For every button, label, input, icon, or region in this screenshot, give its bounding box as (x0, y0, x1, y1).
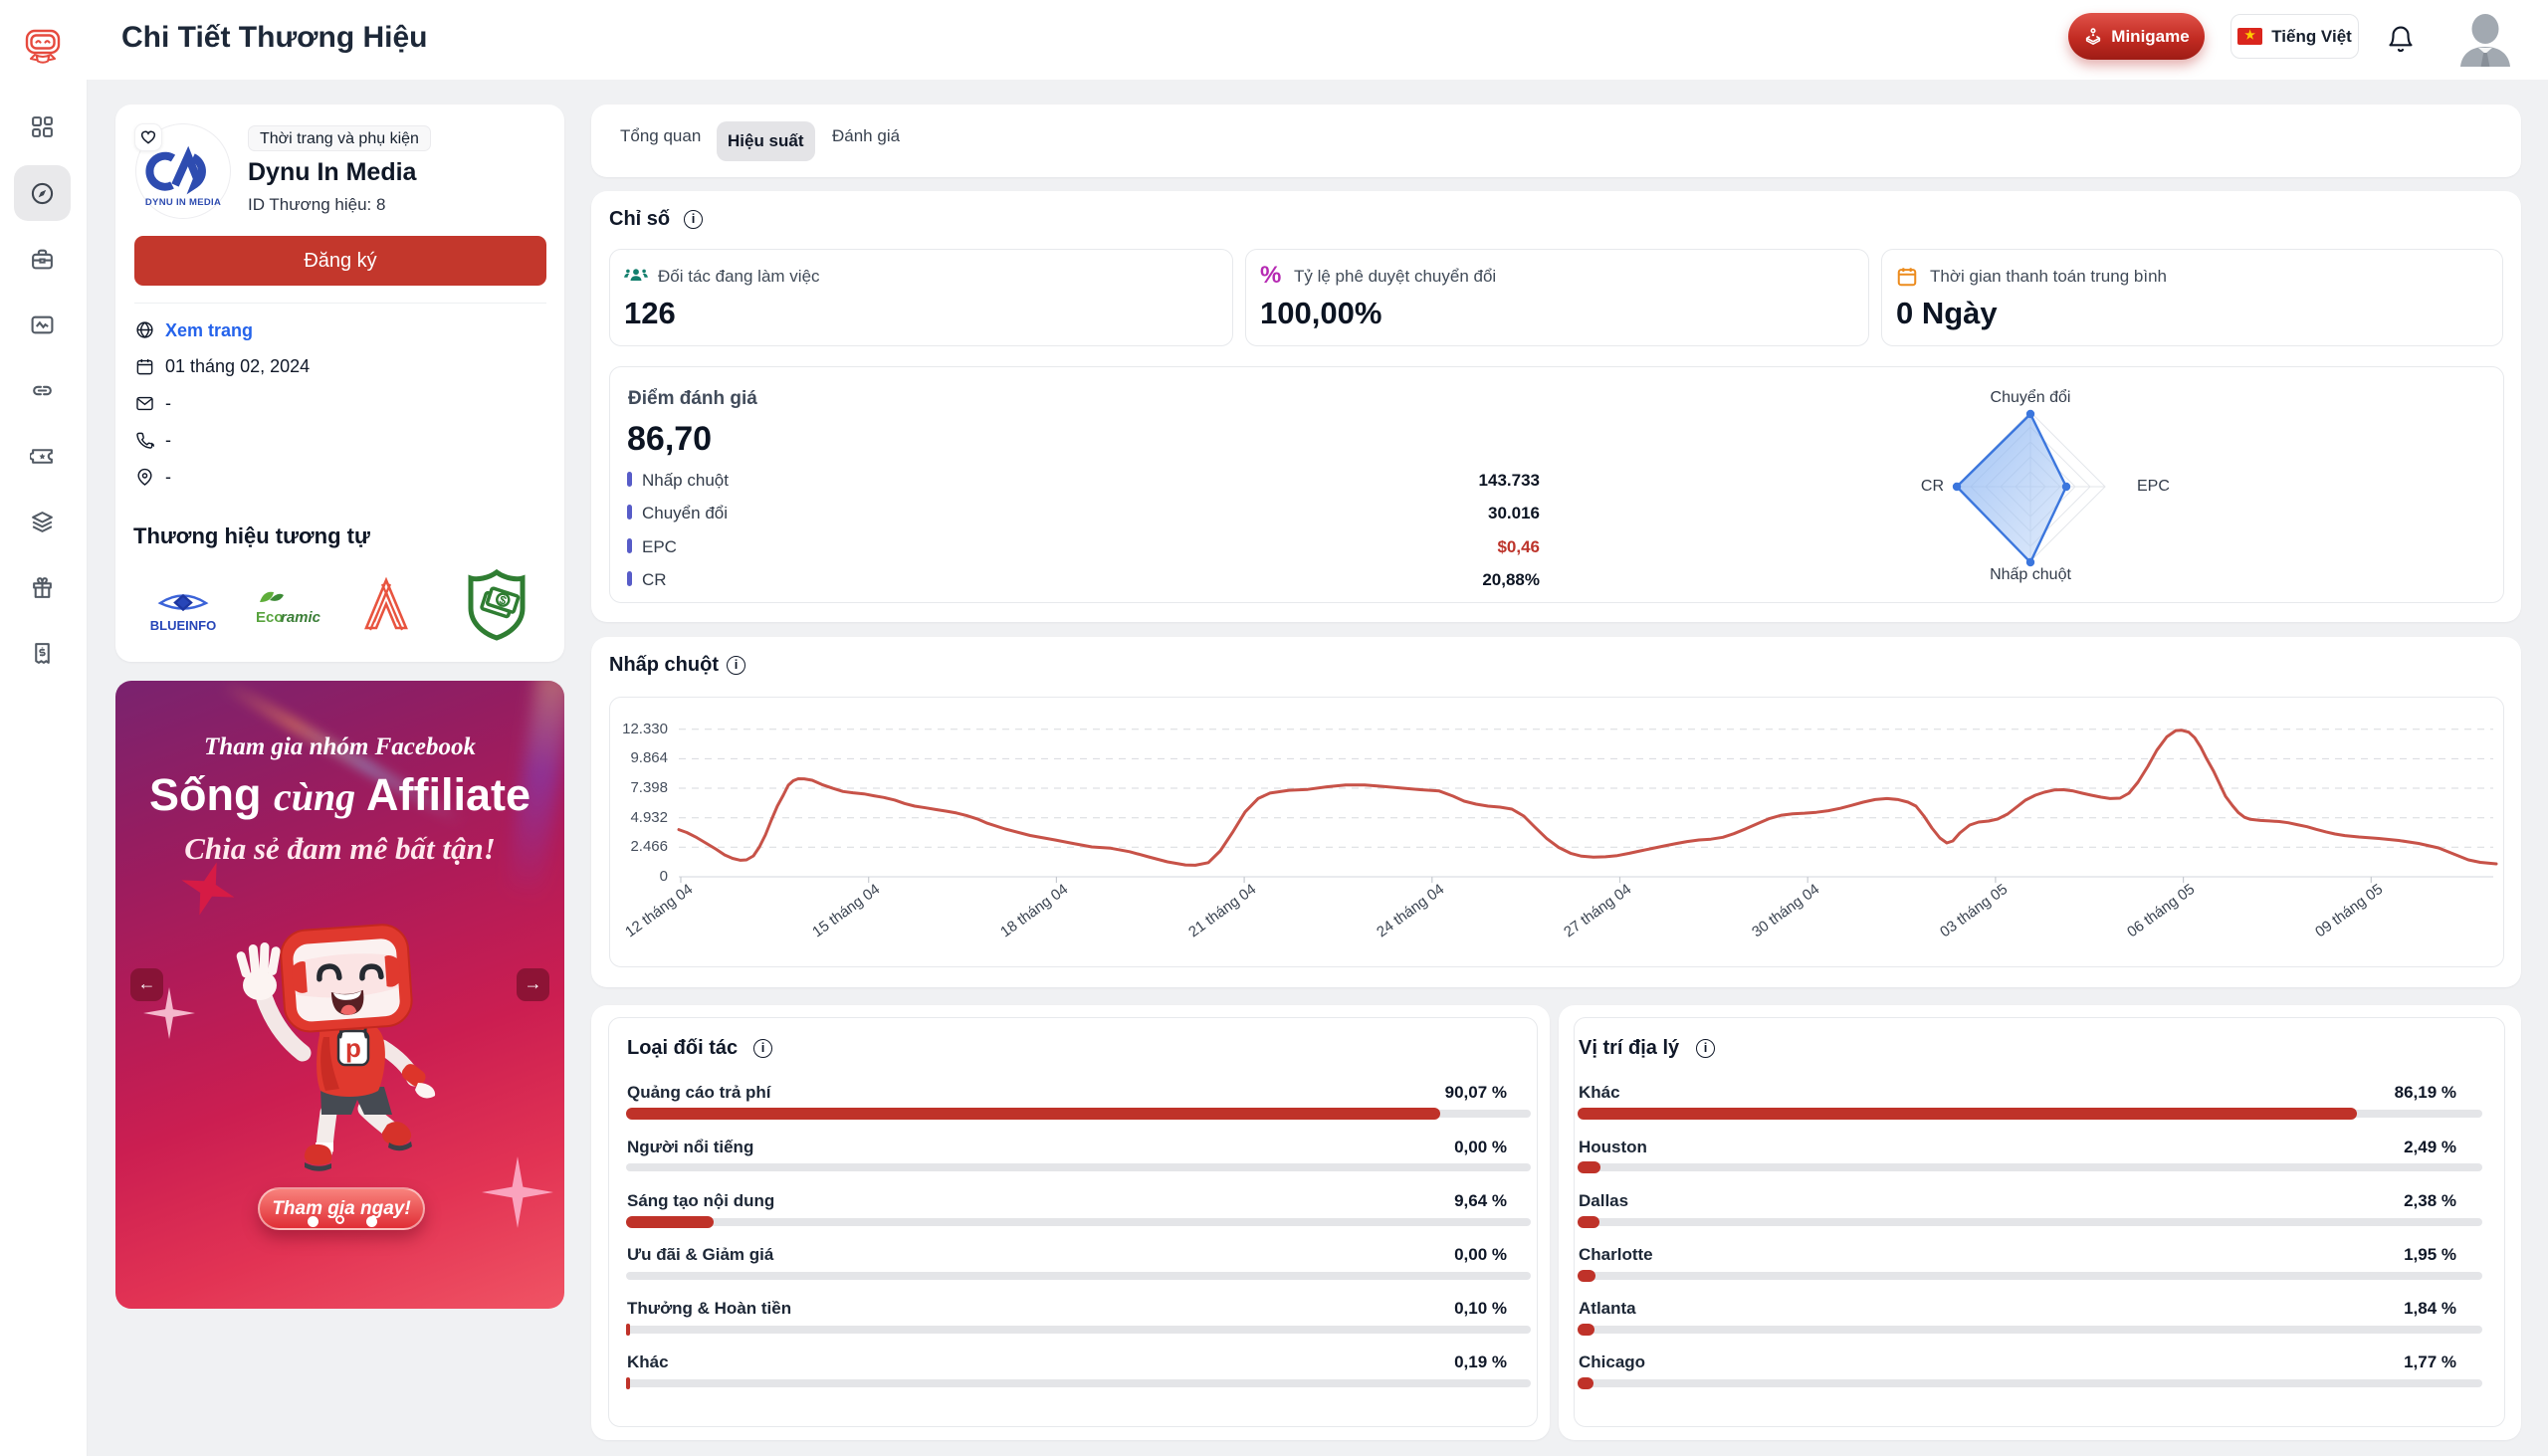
svg-text:DYNU IN MEDIA: DYNU IN MEDIA (145, 197, 221, 208)
svg-text:Eco: Eco (256, 609, 284, 626)
svg-text:p: p (345, 1033, 361, 1063)
svg-text:$: $ (498, 592, 509, 607)
svg-text:BLUEINFO: BLUEINFO (150, 618, 216, 633)
svg-text:ramic: ramic (281, 609, 321, 626)
